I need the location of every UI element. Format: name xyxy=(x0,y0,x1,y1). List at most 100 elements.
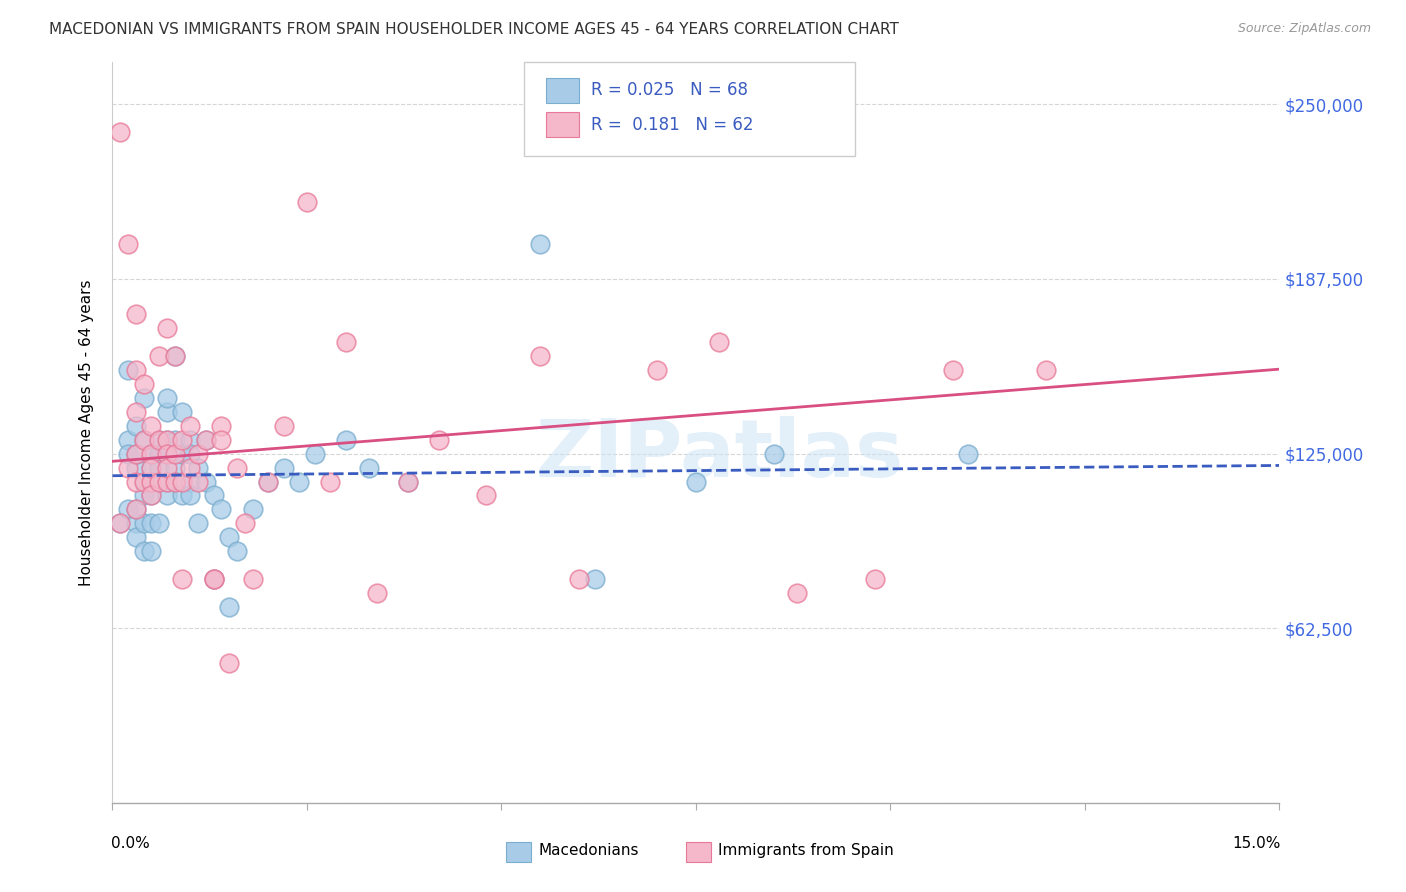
Point xyxy=(148,516,170,531)
Point xyxy=(125,418,148,433)
Point xyxy=(156,488,179,502)
Point xyxy=(117,502,139,516)
Point xyxy=(148,460,170,475)
Point xyxy=(148,475,170,489)
Point xyxy=(226,544,249,558)
Point xyxy=(179,460,201,475)
Point xyxy=(132,544,155,558)
Point xyxy=(110,125,132,139)
Y-axis label: Householder Income Ages 45 - 64 years: Householder Income Ages 45 - 64 years xyxy=(79,279,94,586)
Point xyxy=(179,433,201,447)
Point xyxy=(233,516,256,531)
Point xyxy=(156,460,179,475)
Point xyxy=(141,488,163,502)
Point xyxy=(172,433,194,447)
Point xyxy=(202,572,225,586)
Point xyxy=(132,376,155,391)
Point xyxy=(218,656,240,670)
Point xyxy=(172,572,194,586)
Point xyxy=(132,391,155,405)
Point xyxy=(187,516,209,531)
Point xyxy=(273,418,295,433)
Point xyxy=(141,475,163,489)
Point xyxy=(156,391,179,405)
Point xyxy=(209,502,232,516)
Point xyxy=(117,363,139,377)
Point xyxy=(257,475,280,489)
Point xyxy=(125,446,148,460)
Point xyxy=(179,418,201,433)
Point xyxy=(117,460,139,475)
Point xyxy=(148,433,170,447)
Point xyxy=(132,433,155,447)
Text: ZIPatlas: ZIPatlas xyxy=(536,416,904,494)
Point xyxy=(156,433,179,447)
Point xyxy=(163,460,186,475)
Point xyxy=(957,446,980,460)
Point xyxy=(141,418,163,433)
Point xyxy=(148,349,170,363)
Point xyxy=(125,502,148,516)
Point xyxy=(156,475,179,489)
Point xyxy=(187,475,209,489)
Point xyxy=(179,475,201,489)
Point xyxy=(645,363,668,377)
Point xyxy=(863,572,886,586)
Point xyxy=(202,572,225,586)
Point xyxy=(709,334,731,349)
Point xyxy=(304,446,326,460)
Point xyxy=(762,446,785,460)
Point xyxy=(179,488,201,502)
Text: Source: ZipAtlas.com: Source: ZipAtlas.com xyxy=(1237,22,1371,36)
Point xyxy=(202,488,225,502)
Point xyxy=(194,433,217,447)
Point xyxy=(163,475,186,489)
Point xyxy=(179,446,201,460)
Point xyxy=(163,475,186,489)
Point xyxy=(529,237,551,252)
Point xyxy=(132,433,155,447)
Point xyxy=(132,475,155,489)
Point xyxy=(117,433,139,447)
Point xyxy=(942,363,965,377)
Point xyxy=(568,572,591,586)
Point xyxy=(132,516,155,531)
Point xyxy=(125,502,148,516)
Point xyxy=(141,460,163,475)
Point xyxy=(242,572,264,586)
Point xyxy=(583,572,606,586)
Point xyxy=(141,460,163,475)
Point xyxy=(366,586,388,600)
Point xyxy=(156,475,179,489)
Point xyxy=(786,586,808,600)
Point xyxy=(156,446,179,460)
Point xyxy=(125,405,148,419)
Text: 0.0%: 0.0% xyxy=(111,836,150,851)
Point xyxy=(132,488,155,502)
Point xyxy=(125,446,148,460)
Point xyxy=(218,600,240,615)
Point xyxy=(359,460,381,475)
Point xyxy=(156,321,179,335)
Point xyxy=(396,475,419,489)
Text: MACEDONIAN VS IMMIGRANTS FROM SPAIN HOUSEHOLDER INCOME AGES 45 - 64 YEARS CORREL: MACEDONIAN VS IMMIGRANTS FROM SPAIN HOUS… xyxy=(49,22,898,37)
Text: R = 0.025   N = 68: R = 0.025 N = 68 xyxy=(591,81,748,99)
Point xyxy=(117,237,139,252)
Point xyxy=(156,405,179,419)
Point xyxy=(163,349,186,363)
Point xyxy=(163,349,186,363)
Point xyxy=(288,475,311,489)
Point xyxy=(141,544,163,558)
Point xyxy=(172,446,194,460)
Point xyxy=(187,446,209,460)
Point xyxy=(209,418,232,433)
Point xyxy=(209,433,232,447)
Point xyxy=(529,349,551,363)
Point xyxy=(125,530,148,544)
Point xyxy=(194,433,217,447)
Point xyxy=(141,475,163,489)
Point xyxy=(156,433,179,447)
Point xyxy=(187,460,209,475)
Point xyxy=(156,446,179,460)
Point xyxy=(141,488,163,502)
